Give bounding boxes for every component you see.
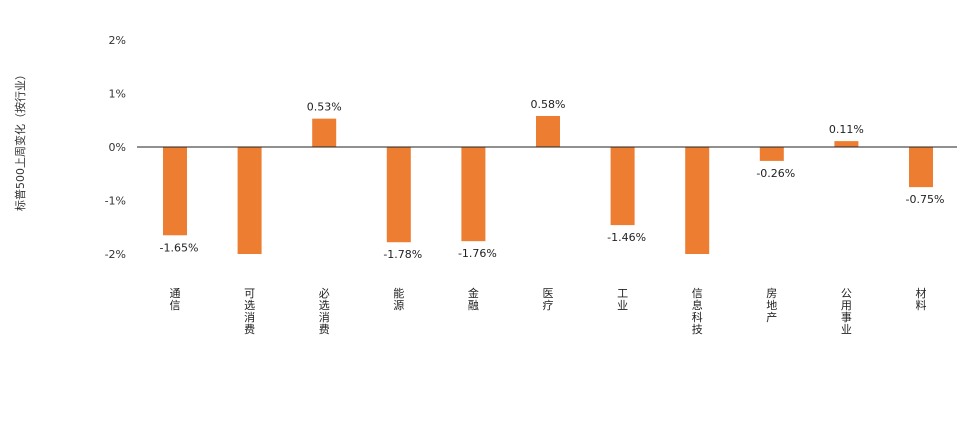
bar bbox=[237, 147, 262, 254]
category-label: 公用事业 bbox=[841, 287, 852, 336]
y-tick-label: -1% bbox=[105, 195, 126, 208]
bar bbox=[461, 147, 486, 242]
data-label: 0.53% bbox=[307, 101, 342, 114]
bar bbox=[536, 115, 560, 147]
bar bbox=[610, 147, 635, 226]
data-label: -1.76% bbox=[458, 247, 497, 260]
data-label: -1.65% bbox=[160, 241, 199, 254]
bar bbox=[909, 147, 933, 188]
category-label: 可选消费 bbox=[244, 287, 255, 336]
category-label: 工业 bbox=[617, 287, 628, 312]
data-label: 0.58% bbox=[531, 98, 566, 111]
data-label: 0.11% bbox=[829, 123, 864, 136]
bar bbox=[312, 118, 337, 147]
bar bbox=[685, 147, 710, 254]
data-label: -0.26% bbox=[756, 167, 795, 180]
data-label: -0.75% bbox=[906, 193, 945, 206]
y-tick-label: 2% bbox=[109, 34, 126, 47]
y-tick-label: 1% bbox=[109, 88, 126, 101]
category-label: 能源 bbox=[393, 286, 404, 312]
data-label: -1.46% bbox=[607, 231, 646, 244]
bar bbox=[386, 147, 411, 243]
category-label: 必选消费 bbox=[319, 287, 330, 336]
bar bbox=[759, 147, 784, 161]
category-label: 金融 bbox=[468, 286, 479, 312]
y-tick-label: -2% bbox=[105, 248, 126, 261]
y-tick-label: 0% bbox=[109, 141, 126, 154]
bar bbox=[163, 147, 187, 236]
category-label: 信息科技 bbox=[692, 287, 703, 336]
category-label: 房地产 bbox=[766, 287, 777, 324]
category-label: 材料 bbox=[916, 286, 927, 312]
bar bbox=[834, 141, 859, 147]
data-label: -1.78% bbox=[383, 248, 422, 261]
category-label: 通信 bbox=[170, 287, 181, 312]
category-label: 医疗 bbox=[543, 287, 554, 312]
